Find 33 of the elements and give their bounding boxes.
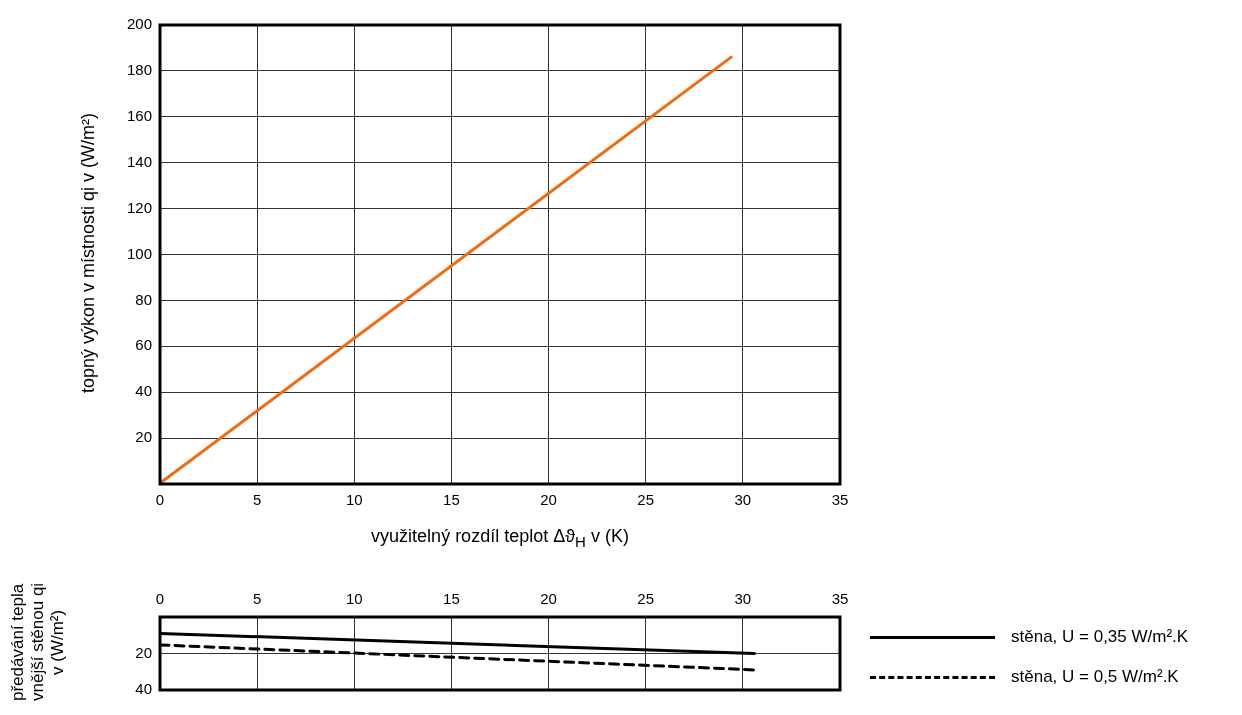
y-axis-title: předávání tepla vnější stěnou qi v (W/m²)	[8, 581, 68, 704]
x-tick-label: 0	[155, 491, 165, 509]
y-axis-title: topný výkon v místnosti qi v (W/m²)	[78, 111, 99, 396]
x-tick-label: 35	[831, 491, 849, 509]
y-tick-label: 120	[126, 198, 152, 216]
x-tick-label: 20	[540, 491, 557, 509]
y-tick-label: 180	[126, 61, 152, 79]
x-axis-title: využitelný rozdíl teplot Δϑ$_{H}$ v (K)	[370, 526, 630, 550]
y-tick-label: 200	[126, 15, 152, 33]
x-tick-label: 30	[734, 590, 752, 608]
y-tick-label: 40	[135, 382, 152, 400]
y-tick-label: 140	[126, 152, 152, 170]
x-tick-label: 25	[637, 491, 655, 509]
x-tick-label: 5	[252, 491, 262, 509]
y-tick-label: 60	[135, 336, 152, 354]
x-tick-label: 25	[637, 590, 655, 608]
y-tick-label: 20	[135, 643, 152, 661]
x-tick-label: 30	[734, 491, 752, 509]
x-tick-label: 5	[252, 590, 262, 608]
x-tick-label: 0	[155, 590, 165, 608]
y-tick-label: 80	[135, 290, 152, 308]
y-tick-label: 100	[126, 244, 152, 262]
x-tick-label: 10	[345, 491, 363, 509]
text: stěna, U = 0,35 W/m².K	[1011, 627, 1189, 647]
x-tick-label: 20	[540, 590, 557, 608]
x-tick-label: 35	[831, 590, 849, 608]
y-tick-label: 40	[135, 680, 152, 698]
text: stěna, U = 0,5 W/m².K	[1011, 667, 1179, 687]
x-tick-label: 15	[443, 491, 460, 509]
x-tick-label: 10	[345, 590, 363, 608]
y-tick-label: 20	[135, 428, 152, 446]
y-tick-label: 160	[126, 106, 152, 124]
x-tick-label: 15	[443, 590, 460, 608]
